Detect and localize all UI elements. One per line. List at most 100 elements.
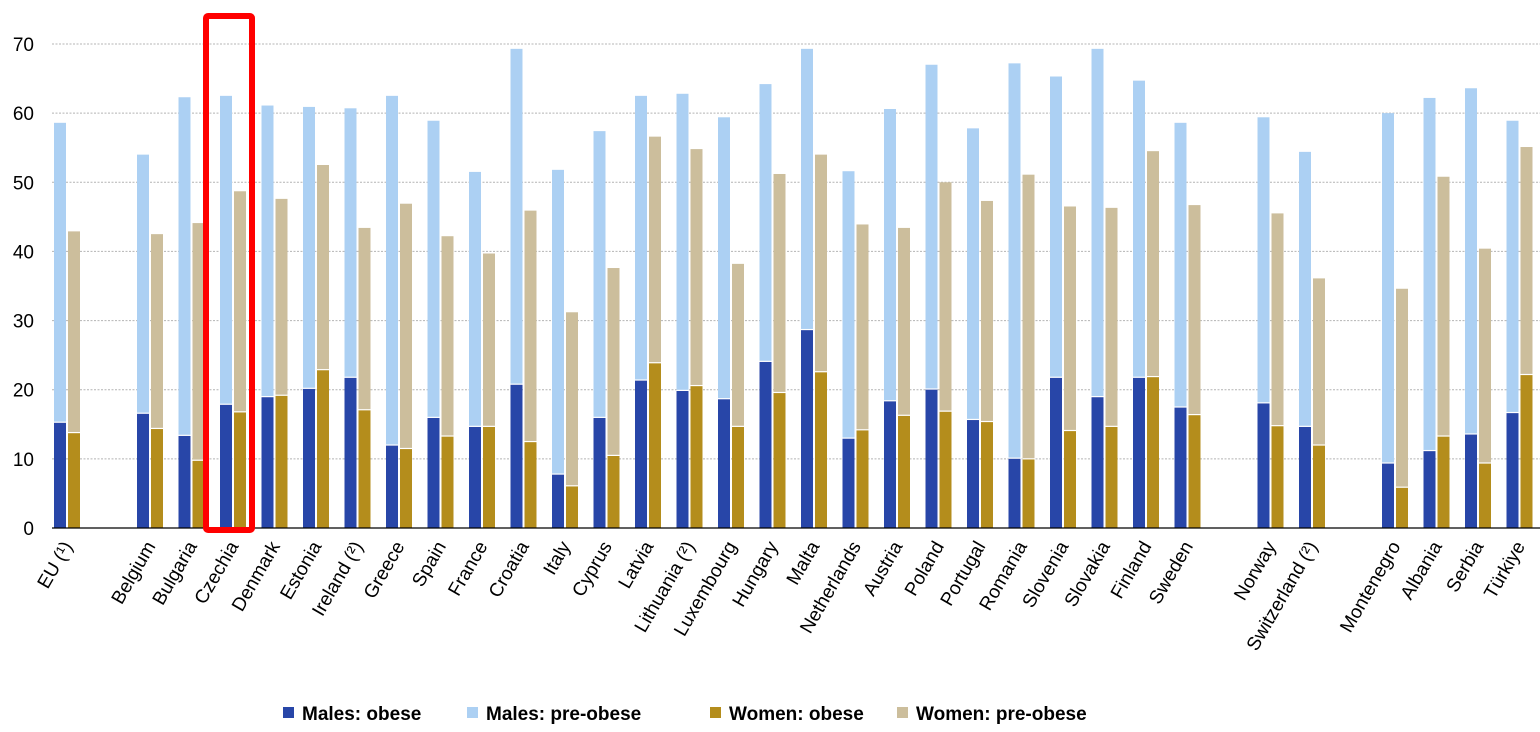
x-category-label: Malta: [783, 538, 825, 589]
bar-males-obese: [1174, 407, 1187, 528]
x-axis-category-labels: EU (¹) BelgiumBulgariaCzechiaDenmarkEston…: [34, 538, 1530, 655]
bar-women-obese: [358, 409, 371, 528]
bar-women-obese: [1022, 458, 1035, 528]
bar-males-obese: [1382, 463, 1394, 528]
bar-males-obese: [469, 426, 481, 528]
bar-women-pre-obese: [400, 203, 412, 449]
x-category-label: Croatia: [485, 538, 534, 602]
bar-males-obese: [137, 413, 149, 528]
bar-males-pre-obese: [1382, 113, 1394, 464]
bar-women-obese: [151, 428, 163, 528]
bar-women-obese: [1105, 426, 1118, 528]
bar-males-obese: [1008, 458, 1021, 528]
bar-males-pre-obese: [386, 95, 398, 446]
bar-women-obese: [317, 369, 329, 528]
bar-women-pre-obese: [566, 312, 578, 486]
bar-males-obese: [759, 361, 772, 528]
bar-women-pre-obese: [856, 224, 869, 430]
bar-women-pre-obese: [358, 227, 371, 410]
bar-males-pre-obese: [261, 105, 274, 397]
legend-swatch: [283, 707, 294, 718]
x-category-label: Albania: [1397, 538, 1447, 604]
bar-males-obese: [635, 380, 647, 528]
bar-males-obese: [1050, 377, 1062, 528]
bar-women-obese: [732, 426, 744, 528]
bar-women-pre-obese: [275, 198, 288, 396]
bar-women-pre-obese: [939, 182, 952, 412]
bar-males-pre-obese: [1423, 97, 1436, 451]
bar-women-pre-obese: [524, 210, 537, 442]
bar-males-obese: [427, 417, 440, 528]
bar-women-obese: [1479, 463, 1491, 528]
bar-women-pre-obese: [1105, 207, 1118, 427]
bar-women-pre-obese: [1396, 288, 1408, 488]
bar-women-obese: [275, 395, 288, 528]
bar-women-obese: [400, 448, 412, 528]
bar-women-pre-obese: [898, 227, 910, 416]
bar-women-pre-obese: [192, 223, 205, 461]
bar-women-obese: [773, 392, 786, 528]
bar-women-obese: [1313, 445, 1325, 528]
bar-males-pre-obese: [469, 171, 481, 427]
bar-women-obese: [1147, 376, 1159, 528]
bar-males-obese: [552, 474, 564, 528]
y-tick-label: 50: [13, 173, 34, 194]
bar-women-obese: [68, 432, 80, 528]
bar-males-pre-obese: [676, 93, 689, 391]
bar-women-obese: [981, 421, 993, 528]
bar-women-pre-obese: [1479, 248, 1491, 464]
bar-women-obese: [483, 426, 495, 528]
bar-males-pre-obese: [718, 117, 730, 399]
bar-males-pre-obese: [1465, 88, 1477, 434]
legend-swatch: [710, 707, 721, 718]
legend: Males: obese Males: pre-obese Women: obese…: [283, 704, 1087, 725]
bar-males-pre-obese: [1091, 48, 1104, 397]
bar-women-obese: [607, 455, 620, 528]
bar-males-pre-obese: [1174, 122, 1187, 407]
bar-males-obese: [178, 435, 191, 528]
bar-males-pre-obese: [427, 120, 440, 418]
x-category-label: Türkiye: [1480, 538, 1529, 602]
bar-women-obese: [649, 362, 661, 528]
bar-males-pre-obese: [137, 154, 149, 414]
bar-males-obese: [344, 377, 357, 528]
bar-males-pre-obese: [925, 64, 938, 390]
bar-women-pre-obese: [732, 263, 744, 427]
bar-males-pre-obese: [552, 169, 564, 475]
bar-males-obese: [1299, 426, 1311, 528]
bar-women-pre-obese: [1022, 174, 1035, 459]
bar-males-obese: [842, 438, 855, 528]
bar-males-obese: [510, 384, 523, 528]
x-category-label: Greece: [360, 538, 409, 602]
bar-males-obese: [884, 400, 896, 528]
bar-males-pre-obese: [759, 84, 772, 362]
bar-women-obese: [566, 485, 578, 528]
x-category-label: Serbia: [1443, 538, 1489, 596]
bar-males-pre-obese: [1257, 117, 1270, 403]
legend-label: Women: pre-obese: [916, 704, 1087, 725]
bar-males-pre-obese: [54, 122, 66, 423]
y-tick-label: 70: [13, 35, 34, 56]
bar-males-obese: [676, 390, 689, 528]
bar-males-obese: [1257, 402, 1270, 528]
bar-males-obese: [801, 329, 813, 528]
bar-males-obese: [1133, 377, 1145, 528]
legend-label: Males: obese: [302, 704, 421, 725]
bar-women-pre-obese: [690, 149, 703, 386]
y-tick-label: 10: [13, 450, 34, 471]
bar-women-pre-obese: [1313, 278, 1325, 446]
bar-males-pre-obese: [884, 108, 896, 401]
y-tick-label: 0: [23, 519, 34, 540]
bar-women-obese: [1271, 425, 1284, 528]
x-category-label: EU (¹): [34, 538, 78, 592]
bar-males-obese: [1465, 433, 1477, 528]
bar-women-obese: [939, 411, 952, 528]
bar-women-obese: [192, 460, 205, 528]
bar-women-obese: [1064, 430, 1076, 528]
bar-women-obese: [1520, 374, 1533, 528]
gridlines: [52, 43, 1540, 460]
y-tick-label: 30: [13, 312, 34, 333]
bar-women-obese: [441, 436, 454, 528]
bar-women-pre-obese: [234, 191, 246, 412]
